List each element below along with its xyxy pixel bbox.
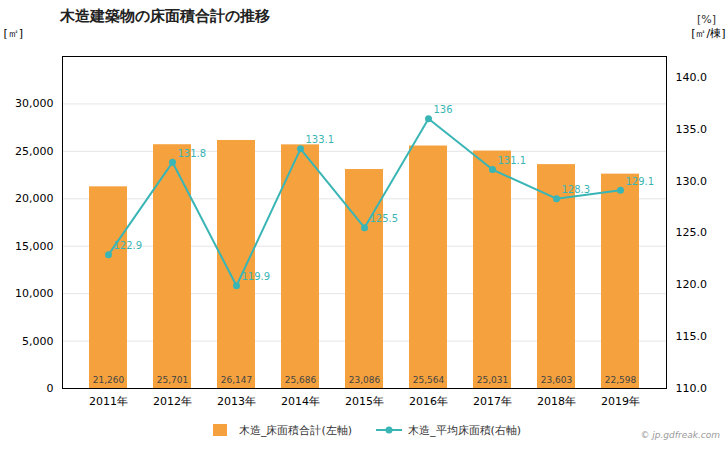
svg-text:[㎡/棟]: [㎡/棟]: [691, 27, 725, 40]
svg-text:119.9: 119.9: [242, 271, 271, 282]
svg-text:120.0: 120.0: [676, 278, 708, 291]
svg-text:2019年: 2019年: [601, 395, 640, 408]
html-text:© jp.gdfreak.com: © jp.gdfreak.com: [640, 430, 720, 440]
svg-text:2011年: 2011年: [89, 395, 128, 408]
svg-text:115.0: 115.0: [676, 330, 708, 343]
svg-text:131.8: 131.8: [178, 148, 207, 159]
svg-text:2018年: 2018年: [537, 395, 576, 408]
svg-text:26,147: 26,147: [221, 375, 253, 385]
svg-text:2012年: 2012年: [153, 395, 192, 408]
svg-text:22,598: 22,598: [605, 375, 637, 385]
svg-text:[㎡]: [㎡]: [4, 27, 24, 40]
svg-text:130.0: 130.0: [676, 175, 708, 188]
svg-text:128.3: 128.3: [562, 184, 591, 195]
svg-text:125.5: 125.5: [370, 213, 399, 224]
svg-text:2017年: 2017年: [473, 395, 512, 408]
svg-text:136: 136: [434, 104, 453, 115]
svg-text:122.9: 122.9: [114, 240, 143, 251]
svg-text:15,000: 15,000: [15, 240, 54, 253]
svg-text:0: 0: [47, 382, 54, 395]
svg-text:5,000: 5,000: [22, 335, 54, 348]
svg-text:125.0: 125.0: [676, 226, 708, 239]
svg-text:20,000: 20,000: [15, 192, 54, 205]
svg-text:129.1: 129.1: [626, 176, 655, 187]
svg-text:23,603: 23,603: [541, 375, 573, 385]
html-text:木造_平均床面積(右軸): 木造_平均床面積(右軸): [408, 423, 522, 437]
svg-text:25,031: 25,031: [477, 375, 509, 385]
svg-text:2013年: 2013年: [217, 395, 256, 408]
svg-text:30,000: 30,000: [15, 97, 54, 110]
svg-text:140.0: 140.0: [676, 71, 708, 84]
svg-text:23,086: 23,086: [349, 375, 381, 385]
svg-text:10,000: 10,000: [15, 287, 54, 300]
svg-text:135.0: 135.0: [676, 123, 708, 136]
html-text:木造_床面積合計(左軸): 木造_床面積合計(左軸): [238, 423, 352, 437]
svg-text:110.0: 110.0: [676, 382, 708, 395]
svg-text:25,701: 25,701: [157, 375, 189, 385]
svg-text:25,000: 25,000: [15, 145, 54, 158]
svg-text:2016年: 2016年: [409, 395, 448, 408]
svg-text:25,564: 25,564: [413, 375, 445, 385]
html-text:木造建築物の床面積合計の推移: 木造建築物の床面積合計の推移: [60, 7, 270, 25]
svg-text:2015年: 2015年: [345, 395, 384, 408]
svg-text:21,260: 21,260: [93, 375, 125, 385]
svg-text:131.1: 131.1: [498, 155, 527, 166]
svg-text:25,686: 25,686: [285, 375, 317, 385]
svg-text:133.1: 133.1: [306, 134, 335, 145]
svg-text:2014年: 2014年: [281, 395, 320, 408]
